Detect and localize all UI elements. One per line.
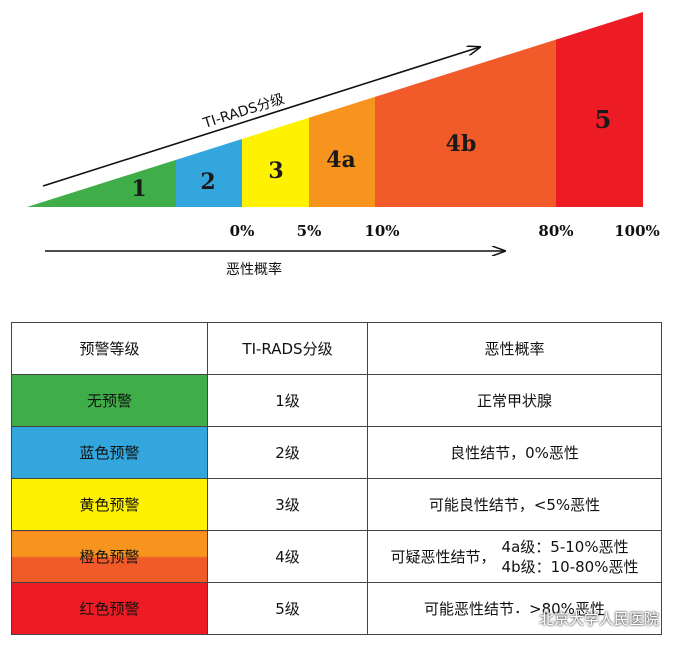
percent-mark: 100% <box>614 222 660 240</box>
table-row: 红色预警 5级 可能恶性结节，>80%恶性 <box>11 582 662 635</box>
level-cell-none: 无预警 <box>11 374 208 427</box>
probability-4b-text: 4b级：10-80%恶性 <box>501 557 639 576</box>
probability-cell: 可能良性结节，<5%恶性 <box>367 478 662 531</box>
table-row: 蓝色预警 2级 良性结节，0%恶性 <box>11 426 662 479</box>
percent-mark: 80% <box>538 222 573 240</box>
wedge-label-4a: 4a <box>326 147 356 173</box>
wedge-label-5: 5 <box>595 105 612 134</box>
grade-cell: 1级 <box>207 374 368 427</box>
percent-mark: 0% <box>230 222 255 240</box>
grade-cell: 5级 <box>207 582 368 635</box>
level-cell-yellow: 黄色预警 <box>11 478 208 531</box>
probability-main-text: 可疑恶性结节， <box>390 548 496 566</box>
probability-cell: 可疑恶性结节， 4a级：5-10%恶性 4b级：10-80%恶性 <box>367 530 662 583</box>
wedge-label-2: 2 <box>200 169 215 195</box>
wedge-segment-5 <box>556 12 643 207</box>
wedge-segment-1 <box>27 12 176 207</box>
header-warning-level: 预警等级 <box>11 322 208 375</box>
table-row: 无预警 1级 正常甲状腺 <box>11 374 662 427</box>
wedge-segment-4b <box>375 12 556 207</box>
grade-cell: 2级 <box>207 426 368 479</box>
level-cell-red: 红色预警 <box>11 582 208 635</box>
probability-cell: 良性结节，0%恶性 <box>367 426 662 479</box>
table-row: 橙色预警 4级 可疑恶性结节， 4a级：5-10%恶性 4b级：10-80%恶性 <box>11 530 662 583</box>
tirads-arrow <box>42 47 480 187</box>
header-tirads-grade: TI-RADS分级 <box>207 322 368 375</box>
probability-4a-text: 4a级：5-10%恶性 <box>501 537 629 556</box>
level-cell-blue: 蓝色预警 <box>11 426 208 479</box>
grade-cell: 3级 <box>207 478 368 531</box>
wedge-label-4b: 4b <box>446 131 477 157</box>
grade-cell: 4级 <box>207 530 368 583</box>
probability-arrow-label: 恶性概率 <box>226 261 282 278</box>
percent-mark: 5% <box>297 222 322 240</box>
table-row: 黄色预警 3级 可能良性结节，<5%恶性 <box>11 478 662 531</box>
header-malignancy-probability: 恶性概率 <box>367 322 662 375</box>
wedge-label-3: 3 <box>268 158 283 184</box>
wedge-label-1: 1 <box>131 176 146 202</box>
probability-cell: 可能恶性结节，>80%恶性 <box>367 582 662 635</box>
percent-mark: 10% <box>364 222 399 240</box>
table-header-row: 预警等级 TI-RADS分级 恶性概率 <box>11 322 662 375</box>
watermark: 北京大学人民医院 <box>515 608 659 629</box>
wechat-icon <box>515 611 535 626</box>
warning-grade-table: 预警等级 TI-RADS分级 恶性概率 无预警 1级 正常甲状腺 蓝色预警 2级… <box>11 322 662 635</box>
tirads-wedge-diagram: 1 2 3 4a 4b 5 0% 5% 10% 80% 100% TI-RADS分级 恶性概率 <box>27 12 660 278</box>
wedge-segment-4a <box>309 12 375 207</box>
probability-cell: 正常甲状腺 <box>367 374 662 427</box>
watermark-text: 北京大学人民医院 <box>538 610 659 628</box>
tirads-arrow-label: TI-RADS分级 <box>200 91 286 132</box>
level-cell-orange: 橙色预警 <box>11 530 208 583</box>
